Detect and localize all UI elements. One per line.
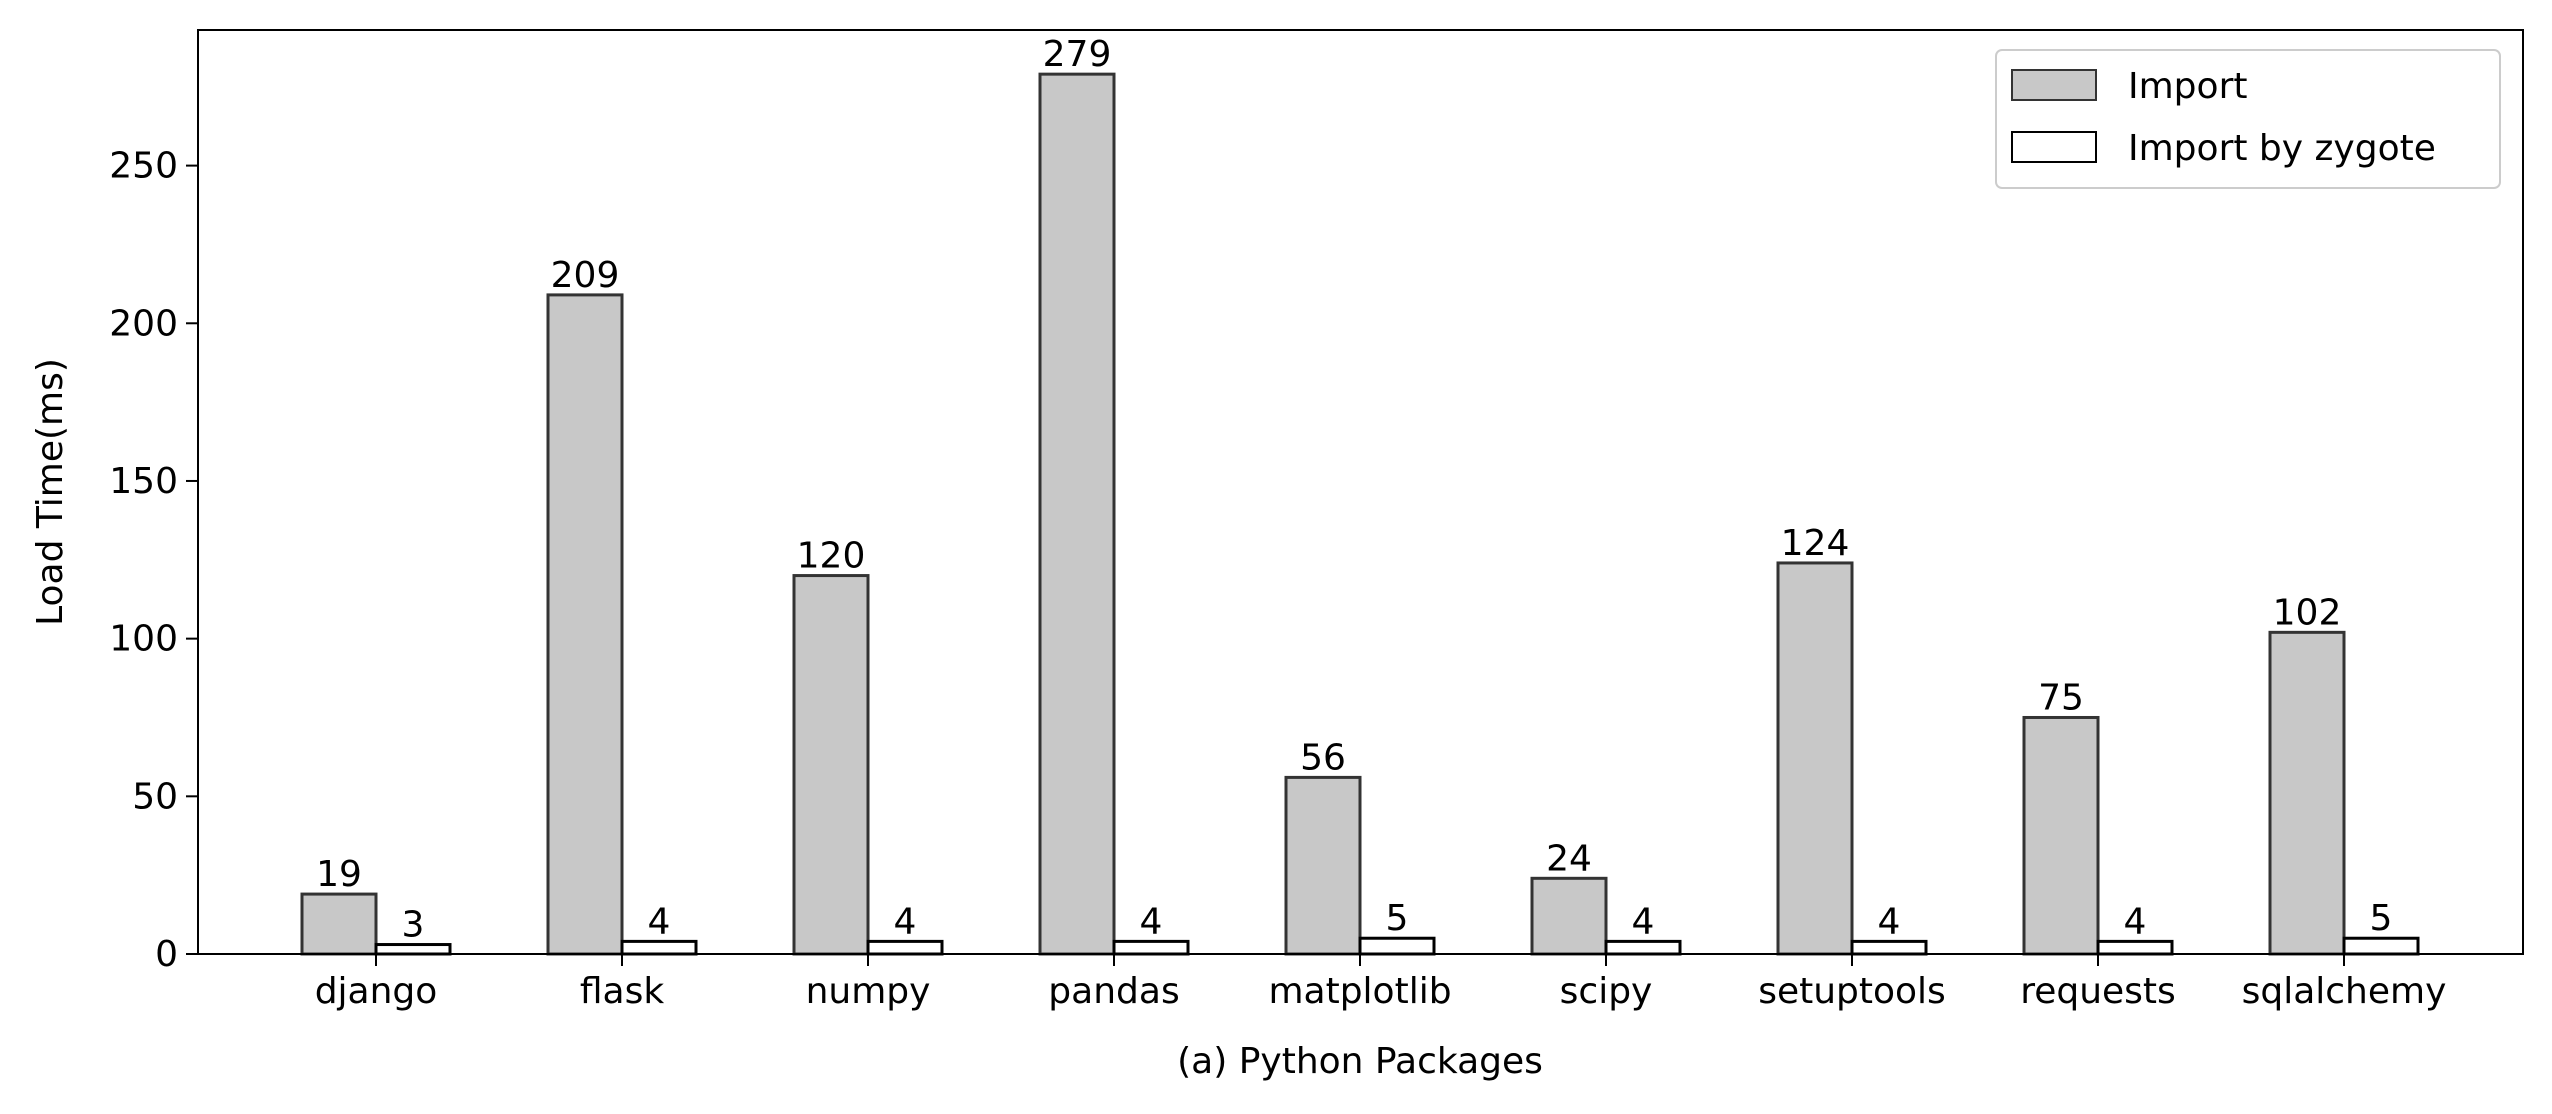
data-label-import-by-zygote-sqlalchemy: 5	[2370, 898, 2393, 939]
legend-box	[1995, 49, 2501, 189]
bar-import-requests	[2022, 715, 2100, 956]
legend-label-import: Import	[2128, 66, 2247, 107]
bar-import-scipy	[1530, 876, 1608, 956]
bar-import-by-zygote-matplotlib	[1358, 936, 1436, 956]
y-tick-label-150: 150	[109, 461, 178, 502]
y-tick-label-200: 200	[109, 303, 178, 344]
bar-import-flask	[546, 293, 624, 956]
bar-import-sqlalchemy	[2268, 630, 2346, 956]
bar-import-by-zygote-flask	[620, 939, 698, 956]
x-axis-label: (a) Python Packages	[1177, 1041, 1543, 1082]
y-tick-label-100: 100	[109, 619, 178, 660]
bar-import-matplotlib	[1284, 775, 1362, 956]
bar-import-by-zygote-requests	[2096, 939, 2174, 956]
data-label-import-by-zygote-django: 3	[402, 905, 425, 946]
data-label-import-flask: 209	[551, 255, 620, 296]
bar-import-setuptools	[1776, 561, 1854, 956]
data-label-import-sqlalchemy: 102	[2273, 592, 2342, 633]
bar-import-by-zygote-numpy	[866, 939, 944, 956]
data-label-import-requests: 75	[2038, 677, 2084, 718]
legend: Import Import by zygote	[1995, 49, 2501, 189]
data-label-import-by-zygote-scipy: 4	[1632, 901, 1655, 942]
bar-import-numpy	[792, 574, 870, 956]
x-tick-label-sqlalchemy: sqlalchemy	[2242, 971, 2447, 1012]
bar-import-by-zygote-sqlalchemy	[2342, 936, 2420, 956]
bars-layer	[300, 72, 2420, 956]
x-tick-label-pandas: pandas	[1048, 971, 1179, 1012]
data-label-import-setuptools: 124	[1781, 523, 1850, 564]
data-label-import-matplotlib: 56	[1300, 737, 1346, 778]
data-label-import-by-zygote-pandas: 4	[1140, 901, 1163, 942]
legend-swatch-import-by-zygote	[2011, 131, 2097, 163]
bar-import-pandas	[1038, 72, 1116, 956]
bar-import-by-zygote-django	[374, 943, 452, 956]
data-label-import-scipy: 24	[1546, 838, 1592, 879]
x-tick-label-flask: flask	[580, 971, 664, 1012]
x-tick-label-numpy: numpy	[806, 971, 931, 1012]
data-label-import-by-zygote-matplotlib: 5	[1386, 898, 1409, 939]
y-tick-label-250: 250	[109, 146, 178, 187]
y-tick-label-50: 50	[132, 776, 178, 817]
y-axis: 0 50 100 150 200 250	[109, 146, 198, 975]
bar-import-django	[300, 892, 378, 956]
x-tick-label-setuptools: setuptools	[1758, 971, 1946, 1012]
legend-label-import-by-zygote: Import by zygote	[2128, 128, 2436, 169]
data-label-import-by-zygote-numpy: 4	[894, 901, 917, 942]
x-tick-label-scipy: scipy	[1560, 971, 1653, 1012]
data-label-import-by-zygote-requests: 4	[2124, 901, 2147, 942]
data-label-import-numpy: 120	[797, 536, 866, 577]
bar-import-by-zygote-pandas	[1112, 939, 1190, 956]
y-tick-label-0: 0	[155, 934, 178, 975]
bar-import-by-zygote-setuptools	[1850, 939, 1928, 956]
x-tick-label-django: django	[315, 971, 438, 1012]
bar-import-by-zygote-scipy	[1604, 939, 1682, 956]
data-label-import-pandas: 279	[1043, 34, 1112, 75]
legend-swatch-import	[2011, 69, 2097, 101]
y-axis-label: Load Time(ms)	[30, 358, 71, 626]
data-label-import-by-zygote-setuptools: 4	[1878, 901, 1901, 942]
data-label-import-django: 19	[316, 854, 362, 895]
plot-frame	[197, 29, 2524, 955]
x-tick-label-requests: requests	[2020, 971, 2176, 1012]
data-label-import-by-zygote-flask: 4	[648, 901, 671, 942]
x-axis: django flask numpy pandas matplotlib scipy set…	[315, 954, 2447, 1012]
x-tick-label-matplotlib: matplotlib	[1268, 971, 1451, 1012]
